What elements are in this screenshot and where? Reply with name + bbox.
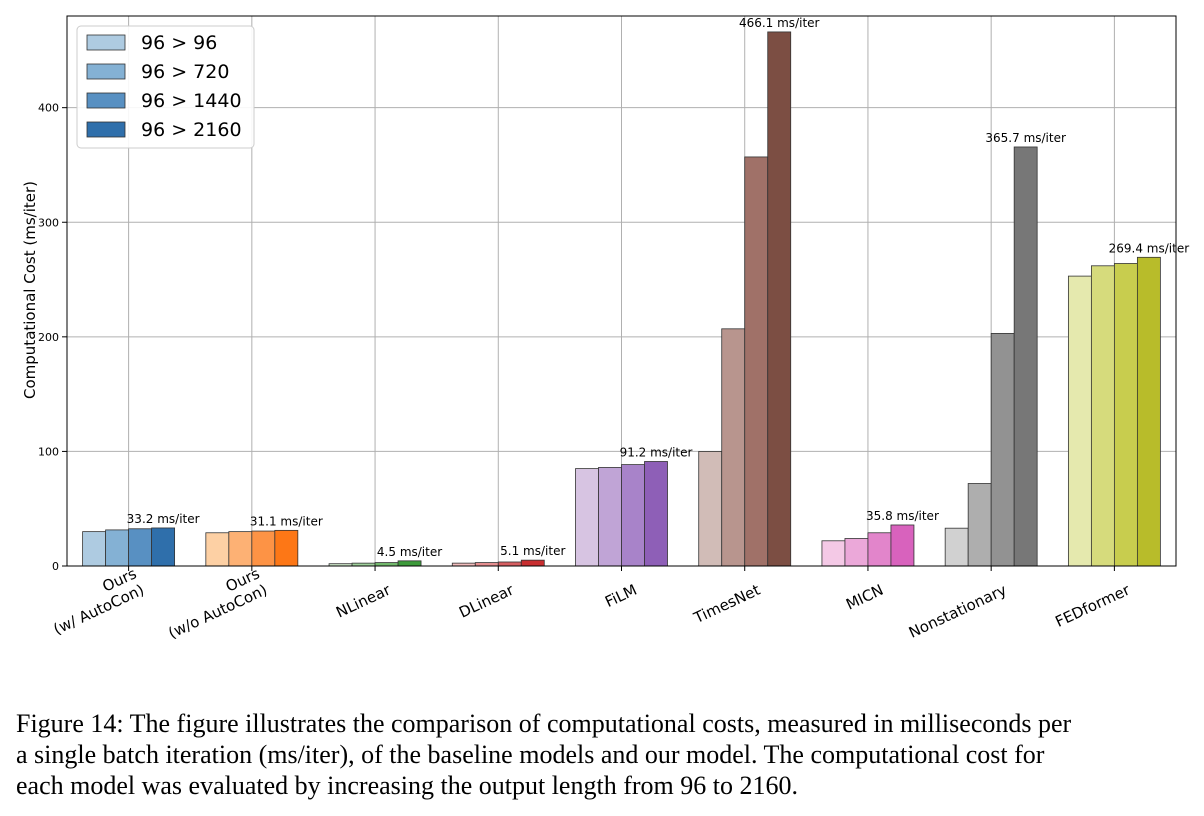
caption-line: each model was evaluated by increasing t… (16, 771, 798, 800)
bar (1090, 265, 1115, 567)
bar (205, 532, 230, 567)
bar (598, 467, 622, 567)
x-tick-label-line: NLinear (333, 580, 394, 621)
legend-swatch (86, 121, 126, 138)
bar-annotation: 91.2 ms/iter (620, 446, 693, 460)
x-tick-label: FiLM (602, 581, 640, 611)
bar (128, 528, 153, 567)
legend-box (76, 25, 255, 149)
x-tick-label-line: MICN (843, 581, 886, 614)
x-tick-label: MICN (843, 581, 886, 614)
legend: 96 > 96 96 > 720 96 > 1440 96 > 2160 (76, 25, 255, 149)
x-tick-label-line: FEDformer (1052, 580, 1133, 630)
x-tick-label-line: (w/ AutoCon) (51, 581, 147, 639)
caption-line: Figure 14: The figure illustrates the co… (16, 709, 1072, 738)
bar (274, 529, 299, 567)
y-tick-label: 0 (52, 560, 59, 573)
legend-label: 96 > 2160 (141, 119, 242, 141)
bar (644, 461, 668, 567)
x-tick-label: TimesNet (690, 581, 763, 628)
annotations: 33.2 ms/iter 31.1 ms/iter 4.5 ms/iter 5.1 m… (127, 16, 1190, 559)
y-tick-label: 300 (38, 216, 59, 229)
y-tick-label: 100 (38, 445, 59, 458)
bars (82, 31, 1161, 567)
bar (575, 468, 599, 567)
bar-annotation: 35.8 ms/iter (866, 509, 939, 523)
bar (767, 31, 792, 567)
bar (228, 531, 253, 567)
bar (1113, 263, 1138, 567)
bar (744, 156, 769, 567)
bar-annotation: 31.1 ms/iter (250, 514, 323, 528)
bar (1067, 275, 1092, 567)
x-tick-label: Nonstationary (906, 581, 1010, 642)
bar (1136, 256, 1161, 567)
x-tick-label: Ours(w/o AutoCon) (166, 564, 271, 643)
plot-frame (66, 15, 1177, 567)
bar (374, 562, 399, 567)
bar (721, 328, 746, 567)
x-tick-label: Ours(w/ AutoCon) (51, 564, 147, 639)
caption-line: a single batch iteration (ms/iter), of t… (16, 740, 1045, 769)
x-tick-label-line: FiLM (602, 581, 640, 611)
x-tick-label: DLinear (456, 580, 517, 621)
bar (1013, 146, 1038, 567)
y-tick-label: 400 (38, 102, 59, 115)
x-tick-label: FEDformer (1052, 580, 1133, 630)
bar-annotation: 33.2 ms/iter (127, 512, 200, 526)
bar (698, 451, 723, 567)
bar (151, 527, 176, 567)
legend-swatch (86, 92, 126, 109)
bar (821, 540, 846, 567)
legend-swatch (86, 34, 126, 51)
bar (82, 531, 107, 567)
legend-label: 96 > 720 (141, 61, 229, 83)
bar-annotation: 466.1 ms/iter (739, 16, 820, 30)
bar (867, 532, 892, 567)
y-axis-label: Computational Cost (ms/iter) (21, 181, 39, 399)
bar (397, 560, 422, 567)
legend-label: 96 > 1440 (141, 90, 242, 112)
x-tick-label-line: (w/o AutoCon) (166, 581, 271, 643)
bar (520, 559, 545, 567)
bar-annotation: 269.4 ms/iter (1109, 241, 1190, 255)
bar (844, 538, 869, 567)
bar-annotation: 5.1 ms/iter (500, 544, 565, 558)
bar-chart: 33.2 ms/iter 31.1 ms/iter 4.5 ms/iter 5.1 m… (21, 15, 1190, 643)
bar (990, 332, 1015, 567)
bar-annotation: 4.5 ms/iter (377, 545, 442, 559)
y-tick-label: 200 (38, 331, 59, 344)
bar (944, 527, 969, 567)
bar-annotation: 365.7 ms/iter (985, 131, 1066, 145)
bar (967, 483, 992, 567)
bar (621, 464, 645, 567)
bar (474, 562, 499, 567)
x-tick-label: NLinear (333, 580, 394, 621)
figure-caption: Figure 14: The figure illustrates the co… (16, 708, 1192, 801)
bar (497, 561, 522, 567)
bar (251, 530, 276, 567)
legend-label: 96 > 96 (141, 32, 217, 54)
x-tick-label-line: DLinear (456, 580, 517, 621)
x-tick-label-line: TimesNet (690, 581, 763, 628)
bar (890, 524, 915, 567)
x-tick-label-line: Nonstationary (906, 581, 1010, 642)
legend-swatch (86, 63, 126, 80)
bar (105, 529, 130, 567)
